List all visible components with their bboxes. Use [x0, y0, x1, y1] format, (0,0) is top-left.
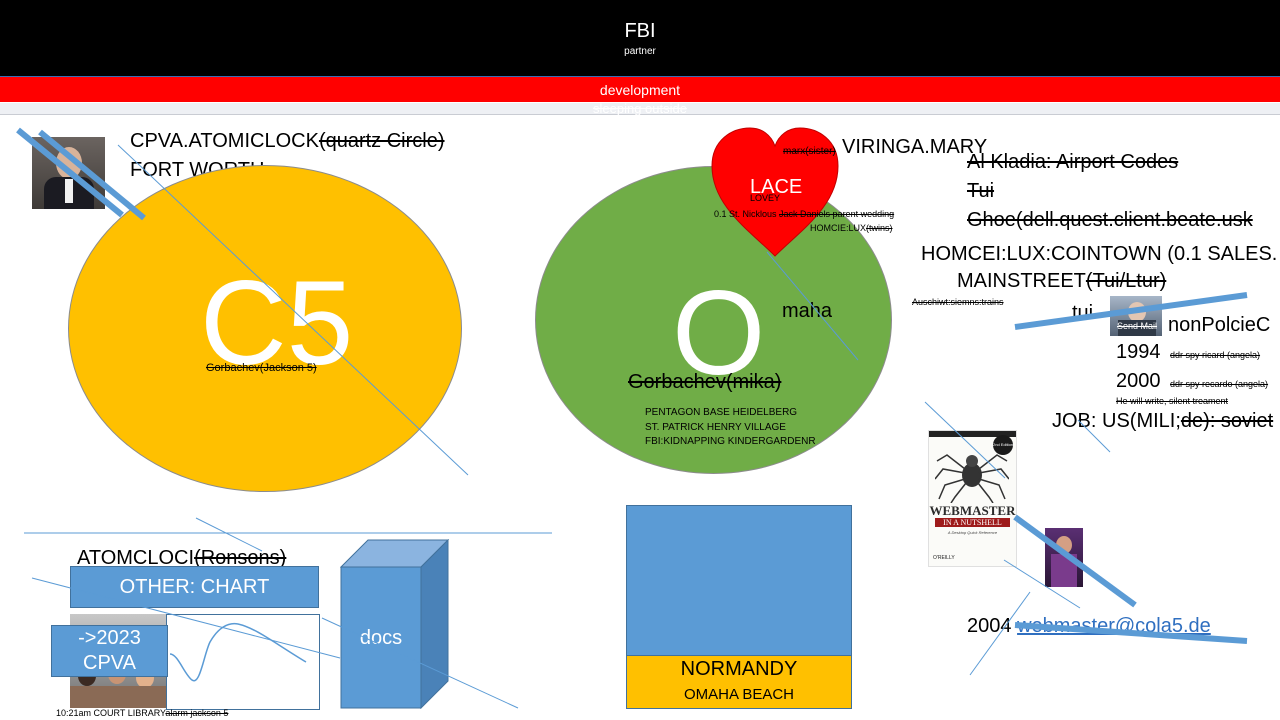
- spider-illustration-icon: [935, 454, 1009, 503]
- header-bar: [0, 0, 1280, 77]
- spy-ricard-label: ddr spy ricard (angela): [1170, 350, 1261, 360]
- divider-band: [0, 103, 1280, 115]
- st-nicklous-text: 0.1 St. Nicklous: [714, 209, 780, 219]
- book-tagline: A Desktop Quick Reference: [947, 530, 998, 535]
- st-patrick-label: ST. PATRICK HENRY VILLAGE: [645, 422, 786, 433]
- gorbachev-mika-label: Gorbachev(mika): [628, 371, 782, 393]
- he-will-write-label: He will write, silent treament: [1116, 396, 1229, 406]
- edition-badge: 2nd Edition: [993, 435, 1013, 455]
- development-bar: [0, 77, 1280, 102]
- tui-ltur-strike: (Tui/Ltur): [1085, 270, 1167, 292]
- o-ellipse[interactable]: [535, 166, 892, 474]
- year-1994-label: 1994: [1116, 341, 1161, 363]
- development-label: development: [599, 82, 681, 98]
- cpva-text: CPVA.ATOMICLOCK: [130, 130, 319, 152]
- homcie-lux-text: HOMCIE:LUX: [810, 223, 867, 233]
- webmaster-book-cover[interactable]: 2nd Edition WEBMASTER IN A NUTSHELL A De…: [928, 430, 1017, 567]
- alarm-jackson-strike: alarm jackson 5: [165, 708, 229, 718]
- ghoe-label: Ghoe(dell.quest.client.beate.usk: [967, 209, 1253, 231]
- book-subtitle: IN A NUTSHELL: [935, 518, 1010, 527]
- mainstreet-label: MAINSTREET(Tui/Ltur): [957, 270, 1166, 293]
- al-kladia-label: Al Kladia: Airport Codes: [967, 151, 1179, 173]
- send-mail-label[interactable]: Send Mail: [1117, 321, 1158, 331]
- c5-ellipse[interactable]: [68, 165, 462, 492]
- year-2004-label: 2004: [967, 615, 1018, 637]
- homcie-lux-label: HOMCIE:LUX(twins): [810, 223, 893, 233]
- c5-label: C5: [200, 256, 354, 390]
- cpva-2023-box[interactable]: ->2023 CPVA: [51, 625, 168, 677]
- omaha-beach-label: OMAHA BEACH: [683, 686, 795, 703]
- heart-shape[interactable]: [710, 126, 840, 258]
- tui-strike-label: Tui: [967, 180, 995, 202]
- cpva-atomic-clock-label: CPVA.ATOMICLOCK(quartz Circle): [130, 130, 445, 153]
- ronsons-strike: (Ronsons): [194, 547, 287, 569]
- lace-label: LACE: [750, 176, 803, 198]
- normandy-label: NORMANDY: [680, 658, 798, 680]
- docs-label: docs: [359, 627, 403, 649]
- twins-strike: (twins): [866, 223, 893, 233]
- marx-sister-label: marx(sister): [783, 146, 836, 157]
- other-chart-box[interactable]: OTHER: CHART: [70, 566, 319, 608]
- mini-chart-frame[interactable]: [166, 614, 320, 710]
- spy-recardo-label: ddr spy recardo (angela): [1170, 379, 1269, 389]
- quartz-circle-strike: (quartz Circle): [318, 130, 445, 152]
- cpva-box-label: CPVA: [83, 652, 136, 674]
- court-library-text: 10:21am COURT LIBRARY: [56, 708, 166, 718]
- court-library-label: 10:21am COURT LIBRARYalarm jackson 5: [56, 708, 228, 718]
- page-title: FBI: [624, 20, 656, 42]
- atomcloci-label: ATOMCLOCI(Ronsons): [77, 547, 286, 570]
- o-label: O: [672, 266, 766, 400]
- jack-daniels-strike: Jack Daniels parent wedding: [779, 209, 895, 219]
- sleeping-label: sleeping outside: [593, 101, 687, 116]
- page-subtitle: partner: [624, 46, 656, 57]
- normandy-yellow-block[interactable]: [626, 655, 852, 709]
- nonpolcie-label: nonPolcieC: [1168, 314, 1271, 336]
- book-publisher: O'REILLY: [933, 555, 955, 561]
- webmaster-email-link[interactable]: webmaster@cola5.de: [1017, 615, 1211, 637]
- mainstreet-text: MAINSTREET: [957, 270, 1086, 292]
- gorbachev-jackson-label: Gorbachev(Jackson 5): [206, 362, 317, 374]
- viringa-mary-label: VIRINGA.MARY: [842, 136, 988, 158]
- job-soviet-strike: de): soviet: [1180, 410, 1274, 432]
- fbi-kidnapping-label: FBI:KIDNAPPING KINDERGARDENR: [645, 436, 816, 447]
- portrait-photo-woman[interactable]: [1045, 528, 1083, 587]
- lovey-label: LOVEY: [750, 193, 781, 203]
- webmaster-email-line: 2004 webmaster@cola5.de: [967, 615, 1211, 638]
- year-2000-label: 2000: [1116, 370, 1161, 392]
- maha-label: maha: [782, 300, 833, 322]
- arrow-2023-label: ->2023: [78, 627, 141, 649]
- mini-chart-line: [169, 622, 307, 682]
- auschiwt-label: Auschiwt:siemns:trains: [912, 297, 1004, 307]
- pentagon-label: PENTAGON BASE HEIDELBERG: [645, 407, 798, 418]
- st-nicklous-label: 0.1 St. Nicklous Jack Daniels parent wed…: [714, 209, 894, 219]
- homcei-lux-cointown-label: HOMCEI:LUX:COINTOWN (0.1 SALES.: [921, 243, 1278, 265]
- docs-cube[interactable]: [340, 539, 450, 709]
- other-chart-label: OTHER: CHART: [119, 576, 270, 598]
- book-title: WEBMASTER: [929, 503, 1016, 518]
- atomcloci-text: ATOMCLOCI: [77, 547, 195, 569]
